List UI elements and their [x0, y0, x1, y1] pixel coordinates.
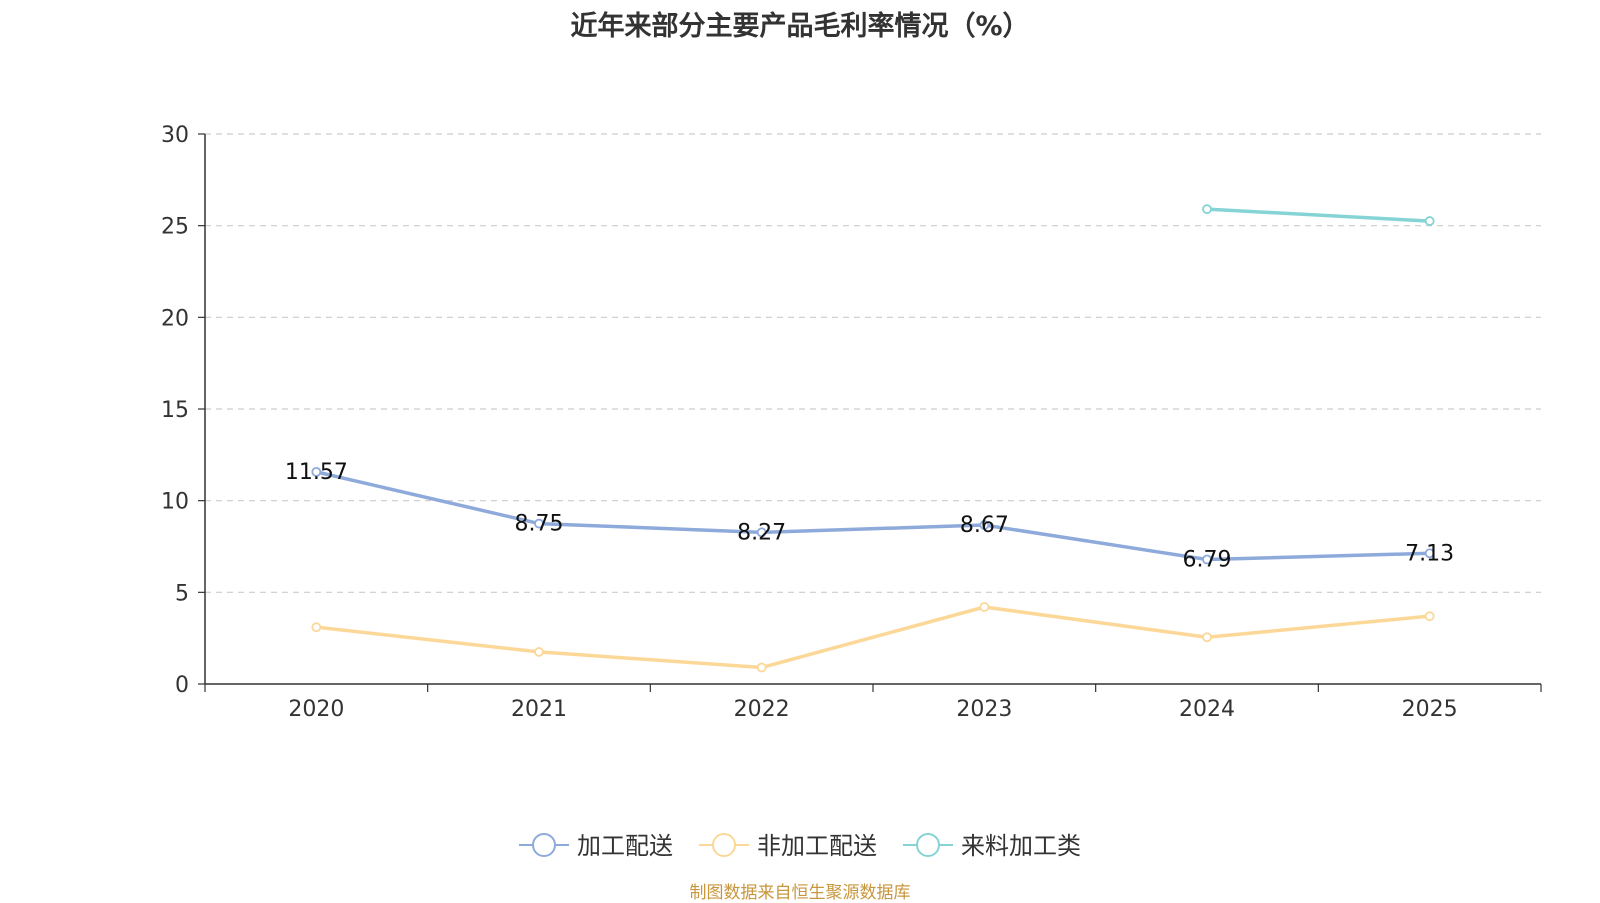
point-0-2024 — [1202, 554, 1212, 565]
x-tick-label-2020: 2020 — [288, 697, 344, 722]
source-note: 制图数据来自恒生聚源数据库 — [689, 883, 911, 903]
legend: 加工配送 非加工配送 来料加工类 — [519, 832, 1081, 860]
x-tick-label-2024: 2024 — [1179, 697, 1235, 722]
y-tick-label: 10 — [161, 490, 189, 515]
series-line-2 — [1206, 207, 1430, 223]
y-tick-label: 0 — [175, 673, 189, 698]
point-1-2020 — [311, 622, 322, 633]
legend-item-2: 来料加工类 — [903, 832, 1081, 860]
series-layer — [311, 204, 1435, 673]
point-0-2025 — [1424, 548, 1435, 559]
legend-label-0: 加工配送 — [577, 832, 673, 860]
legend-circle-icon — [712, 833, 736, 857]
point-0-2022 — [756, 527, 767, 538]
y-tick-label: 5 — [175, 581, 189, 606]
point-0-2020 — [311, 466, 322, 477]
legend-label-1: 非加工配送 — [757, 832, 877, 860]
legend-circle-icon — [916, 833, 940, 857]
grid-layer — [205, 133, 1541, 593]
legend-item-0: 加工配送 — [519, 832, 673, 860]
point-2-2024 — [1202, 204, 1212, 215]
point-1-2021 — [534, 647, 544, 657]
series-line-1 — [316, 605, 1430, 670]
data-label-2021: 8.75 — [515, 512, 564, 537]
point-1-2024 — [1202, 632, 1212, 643]
point-2-2025 — [1424, 216, 1435, 226]
point-1-2023 — [979, 602, 990, 612]
x-tick-label-2025: 2025 — [1402, 697, 1458, 722]
legend-item-1: 非加工配送 — [699, 832, 877, 860]
data-label-2020: 11.57 — [285, 460, 348, 485]
data-label-layer: 11.57 8.75 8.27 8.67 6.79 7.13 — [285, 460, 1454, 573]
point-1-2022 — [756, 662, 767, 673]
y-tick-label: 30 — [161, 123, 189, 148]
y-tick-label: 25 — [161, 215, 189, 240]
chart-title: 近年来部分主要产品毛利率情况（%） — [570, 11, 1030, 42]
y-tick-label: 15 — [161, 398, 189, 423]
data-label-2024: 6.79 — [1183, 548, 1232, 573]
data-label-2025: 7.13 — [1405, 541, 1454, 566]
legend-label-2: 来料加工类 — [961, 832, 1081, 860]
legend-circle-icon — [532, 833, 556, 857]
data-label-2023: 8.67 — [960, 513, 1009, 538]
x-tick-label-2021: 2021 — [511, 697, 567, 722]
point-1-2025 — [1424, 611, 1435, 622]
point-0-2021 — [534, 518, 544, 529]
x-tick-label-2023: 2023 — [956, 697, 1012, 722]
y-tick-label: 20 — [161, 306, 189, 331]
series-line-0 — [315, 470, 1430, 562]
x-tick-label-2022: 2022 — [734, 697, 790, 722]
data-label-2022: 8.27 — [737, 520, 786, 545]
point-0-2023 — [979, 520, 990, 530]
